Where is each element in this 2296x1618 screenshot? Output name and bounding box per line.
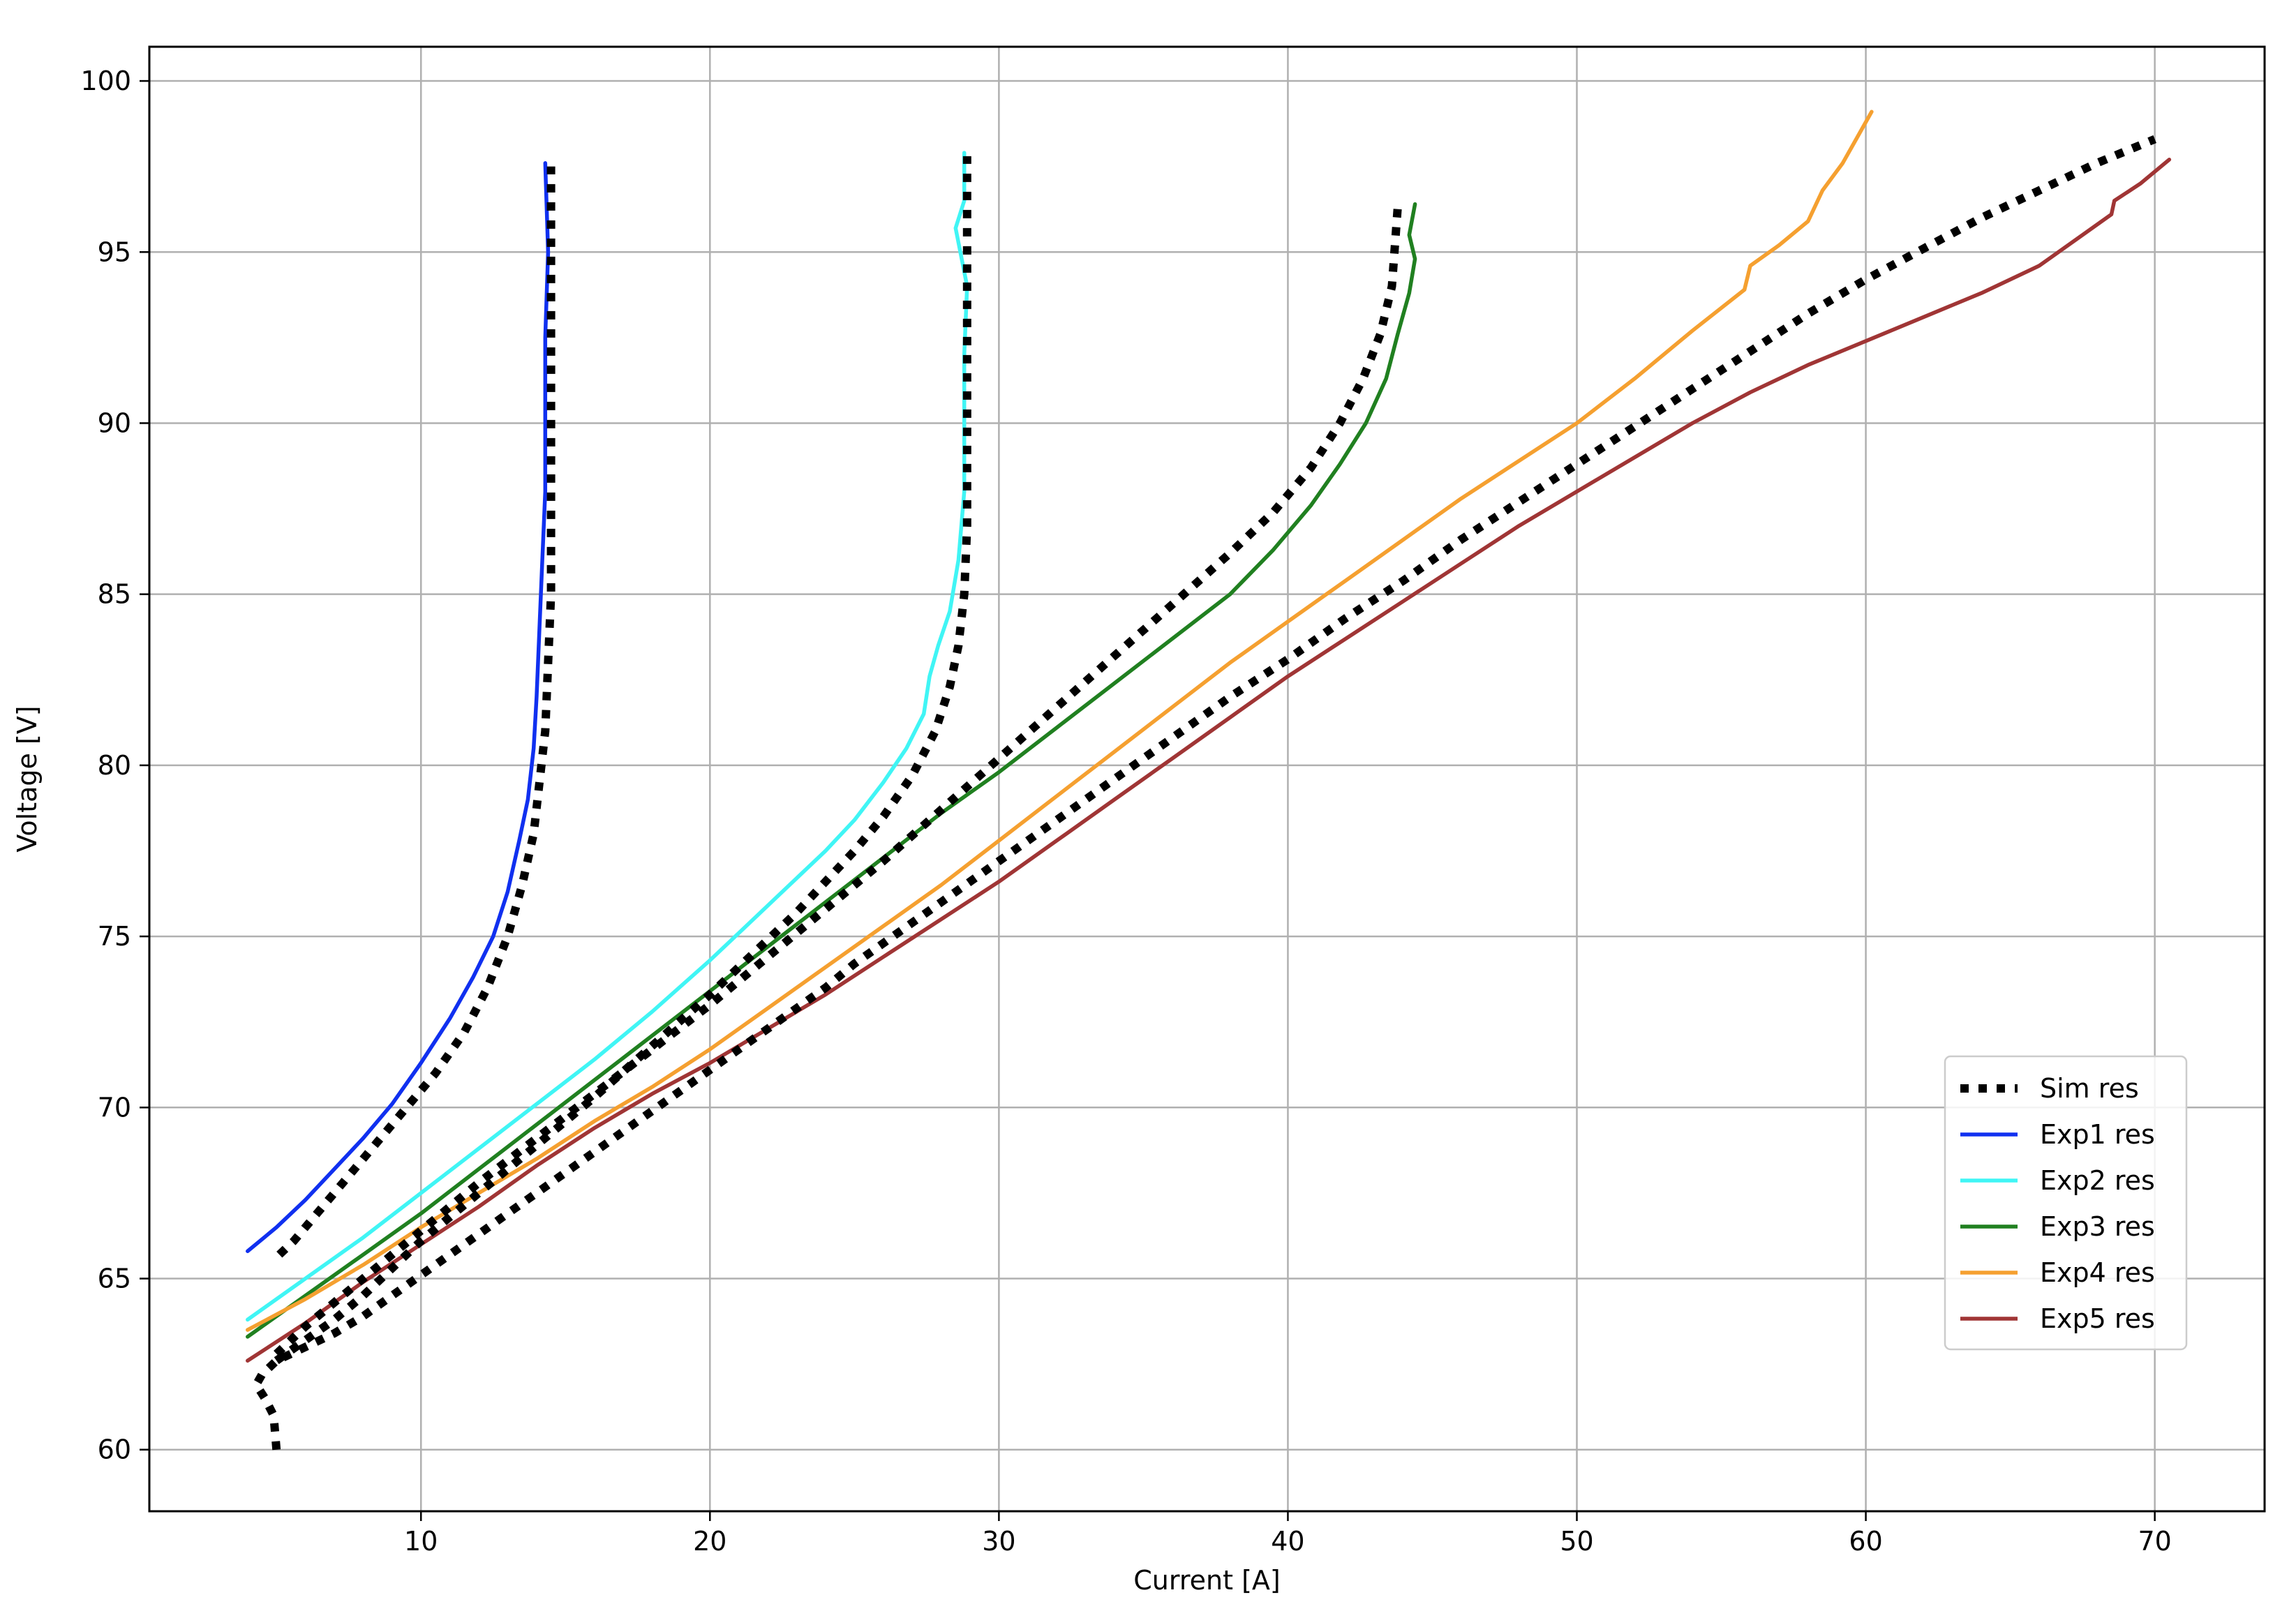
series-line-sim-res (274, 156, 971, 1365)
x-tick-label: 60 (1849, 1526, 1882, 1557)
plot-frame (148, 45, 2266, 1513)
legend-label-exp3-res: Exp3 res (2040, 1211, 2155, 1242)
y-tick-label: 80 (98, 750, 131, 781)
x-tick-label: 40 (1271, 1526, 1304, 1557)
x-tick-label: 50 (1560, 1526, 1593, 1557)
y-tick-label: 100 (80, 66, 131, 96)
series-lines (246, 110, 2172, 1451)
series-line-exp2-res (246, 151, 969, 1322)
y-tick-label: 60 (98, 1435, 131, 1465)
series-line-sim-res (274, 207, 1402, 1357)
grid (149, 47, 2265, 1511)
x-tick-label: 10 (404, 1526, 438, 1557)
y-tick-label: 75 (98, 921, 131, 952)
legend-label-exp2-res: Exp2 res (2040, 1165, 2155, 1196)
y-tick-label: 85 (98, 579, 131, 610)
x-tick-label: 20 (693, 1526, 726, 1557)
y-tick-label: 65 (98, 1264, 131, 1294)
series-line-exp3-res (246, 202, 1417, 1339)
legend-label-exp4-res: Exp4 res (2040, 1257, 2155, 1288)
x-tick-label: 30 (982, 1526, 1015, 1557)
y-tick-label: 70 (98, 1092, 131, 1123)
series-line-exp1-res (246, 160, 551, 1254)
series-line-exp5-res (246, 158, 2172, 1363)
y-tick-label: 95 (98, 237, 131, 267)
series-line-exp4-res (246, 110, 1874, 1332)
x-tick-label: 70 (2138, 1526, 2171, 1557)
legend-label-sim-res: Sim res (2040, 1073, 2139, 1104)
legend: Sim res Exp1 res Exp2 res Exp3 res Exp4 res E… (1944, 1055, 2188, 1351)
axis-ticks: 10 20 30 40 50 60 70 60 65 70 75 80 85 90 95 100 (80, 66, 2171, 1557)
series-line-sim-res (276, 166, 556, 1258)
legend-label-exp1-res: Exp1 res (2040, 1119, 2155, 1150)
legend-label-exp5-res: Exp5 res (2040, 1303, 2155, 1334)
legend-box (1944, 1055, 2188, 1351)
x-axis-label: Current [A] (1133, 1565, 1280, 1596)
series-line-sim-res (252, 135, 2156, 1451)
y-axis-label: Voltage [V] (12, 705, 43, 852)
y-tick-label: 90 (98, 407, 131, 438)
